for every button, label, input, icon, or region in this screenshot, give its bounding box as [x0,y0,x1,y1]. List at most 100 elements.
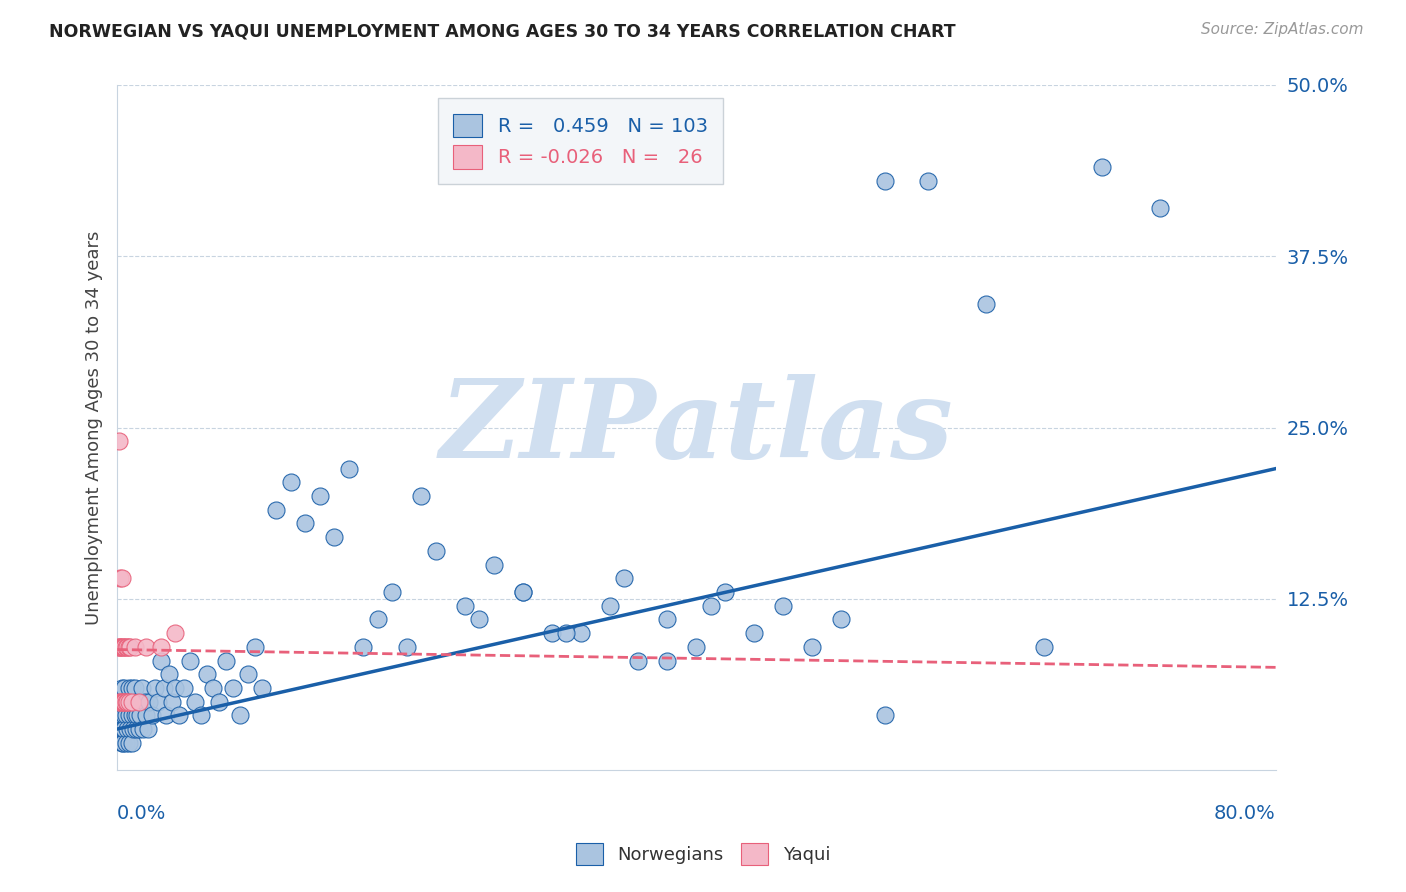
Point [184,695,207,709]
Point [1091,160,1114,174]
Point [118,708,141,723]
Point [122,695,145,709]
Point [108,695,131,709]
Point [599,599,621,613]
Point [155,708,177,723]
Point [110,571,132,585]
Point [125,722,148,736]
Point [772,599,794,613]
Point [266,502,288,516]
Point [112,708,135,723]
Point [124,708,146,723]
Point [917,174,939,188]
Point [165,626,187,640]
Point [149,640,172,654]
Point [165,681,187,695]
Point [115,695,138,709]
Point [873,708,896,723]
Point [323,530,346,544]
Point [117,722,139,736]
Point [134,695,156,709]
Point [110,681,132,695]
Point [107,640,129,654]
Point [111,722,134,736]
Point [118,640,141,654]
Point [115,708,138,723]
Point [222,681,245,695]
Point [128,695,150,709]
Point [657,612,679,626]
Point [107,695,129,709]
Point [482,558,505,572]
Point [395,640,418,654]
Point [830,612,852,626]
Point [512,585,534,599]
Point [801,640,824,654]
Point [190,708,212,723]
Point [107,434,129,449]
Point [131,681,153,695]
Point [555,626,578,640]
Point [280,475,302,490]
Point [540,626,562,640]
Point [685,640,707,654]
Point [108,722,131,736]
Point [120,640,142,654]
Point [124,640,146,654]
Point [111,695,134,709]
Point [337,461,360,475]
Point [110,695,132,709]
Point [111,736,134,750]
Point [118,736,141,750]
Point [108,695,131,709]
Point [411,489,433,503]
Point [135,640,157,654]
Point [169,708,191,723]
Point [112,640,135,654]
Point [873,174,896,188]
Point [468,612,491,626]
Point [122,722,145,736]
Point [118,681,141,695]
Point [118,695,141,709]
Point [160,695,183,709]
Point [111,640,134,654]
Point [157,667,180,681]
Point [110,708,132,723]
Point [121,708,143,723]
Point [974,297,997,311]
Point [115,640,138,654]
Point [107,708,129,723]
Point [143,681,166,695]
Point [120,695,142,709]
Point [128,695,150,709]
Point [117,640,139,654]
Y-axis label: Unemployment Among Ages 30 to 34 years: Unemployment Among Ages 30 to 34 years [86,230,103,624]
Point [121,736,143,750]
Point [112,695,135,709]
Legend: Norwegians, Yaqui: Norwegians, Yaqui [567,834,839,874]
Point [146,695,169,709]
Point [129,708,152,723]
Point [117,695,139,709]
Text: Source: ZipAtlas.com: Source: ZipAtlas.com [1201,22,1364,37]
Text: 0.0%: 0.0% [117,805,166,823]
Point [742,626,765,640]
Point [352,640,374,654]
Point [149,653,172,667]
Legend: R =   0.459   N = 103, R = -0.026   N =   26: R = 0.459 N = 103, R = -0.026 N = 26 [437,98,724,185]
Point [243,640,266,654]
Point [112,681,135,695]
Point [124,681,146,695]
Point [136,722,159,736]
Point [1149,201,1171,215]
Point [294,516,316,531]
Point [108,571,131,585]
Point [207,695,229,709]
Point [115,695,138,709]
Point [229,708,252,723]
Point [425,544,447,558]
Point [173,681,195,695]
Text: 80.0%: 80.0% [1213,805,1275,823]
Text: NORWEGIAN VS YAQUI UNEMPLOYMENT AMONG AGES 30 TO 34 YEARS CORRELATION CHART: NORWEGIAN VS YAQUI UNEMPLOYMENT AMONG AG… [49,22,956,40]
